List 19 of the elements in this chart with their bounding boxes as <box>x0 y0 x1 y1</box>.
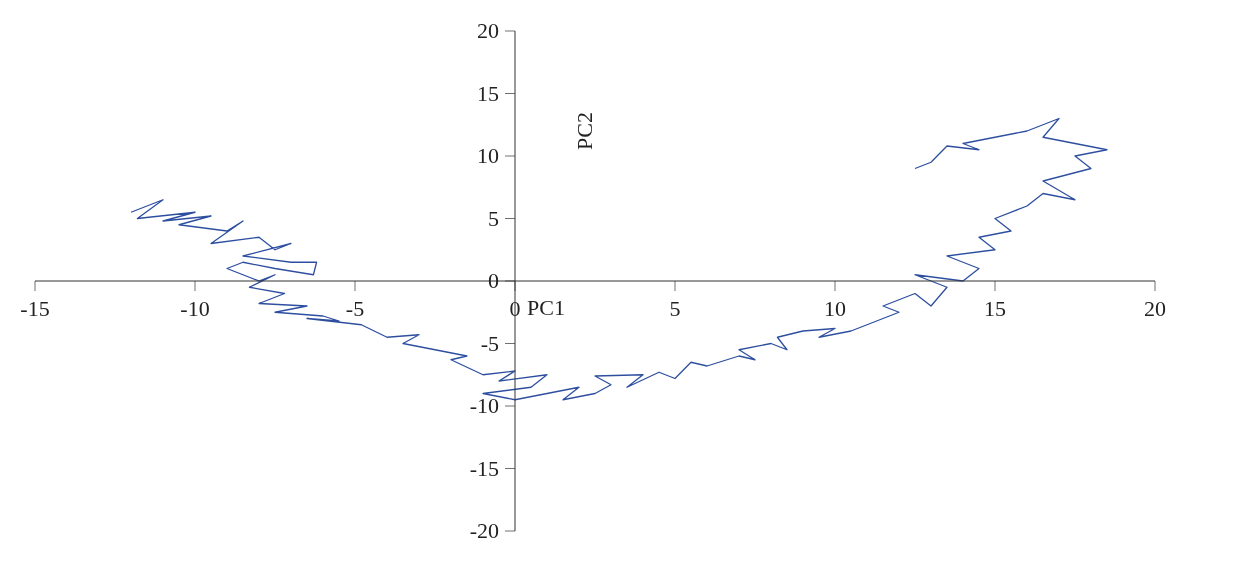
y-tick-label: -15 <box>469 455 499 481</box>
x-axis-title: PC1 <box>527 295 565 320</box>
y-tick-label: -5 <box>480 330 499 356</box>
y-tick-label: -20 <box>469 518 499 543</box>
y-tick-label: 5 <box>488 205 499 231</box>
y-tick-label: -10 <box>469 393 499 418</box>
x-tick-label: -10 <box>180 296 210 321</box>
x-tick-label: 0 <box>509 296 521 321</box>
x-tick-label: -5 <box>345 296 365 321</box>
y-axis-title: PC2 <box>572 112 597 150</box>
x-tick-label: 20 <box>1144 296 1166 321</box>
x-tick-label: 5 <box>669 296 681 321</box>
y-tick-label: 10 <box>477 143 499 168</box>
y-tick-label: 15 <box>477 80 499 106</box>
x-tick-label: 15 <box>984 296 1006 321</box>
x-tick-label: 10 <box>824 296 846 321</box>
y-tick-label: 20 <box>477 18 499 43</box>
x-tick-label: -15 <box>20 296 50 321</box>
y-tick-label: 0 <box>488 268 499 293</box>
